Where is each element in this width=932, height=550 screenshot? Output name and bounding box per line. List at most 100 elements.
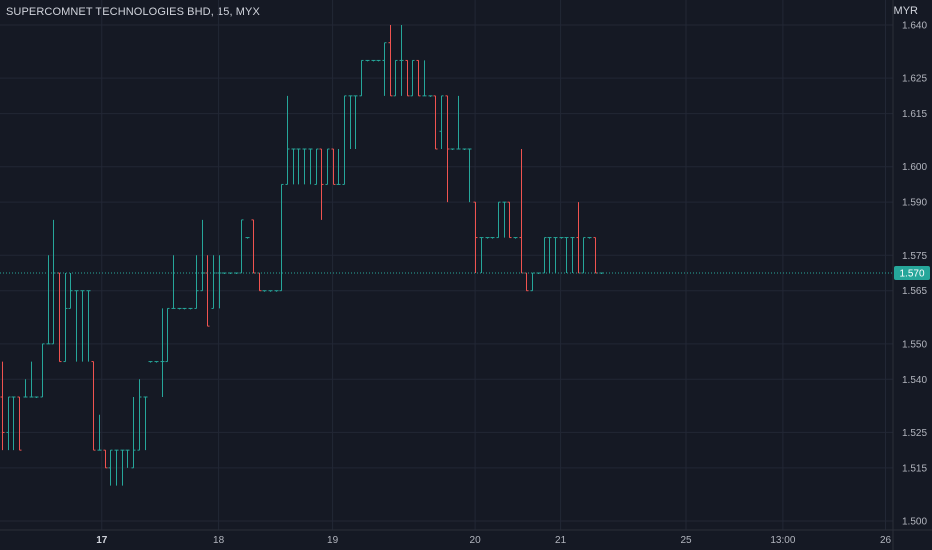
ohlc-bar — [553, 237, 558, 273]
x-tick-label: 21 — [555, 535, 567, 546]
ohlc-bar — [365, 59, 370, 62]
ohlc-bar — [576, 202, 581, 274]
ohlc-bar — [331, 148, 336, 185]
ohlc-bar — [63, 273, 68, 363]
ohlc-bar — [86, 290, 91, 362]
ohlc-bar — [445, 95, 450, 203]
ohlc-bar — [405, 59, 410, 97]
ohlc-bar — [257, 272, 262, 292]
ohlc-bar — [0, 361, 5, 451]
ohlc-bar — [336, 149, 341, 185]
ohlc-bar — [148, 361, 153, 363]
ohlc-bar — [416, 59, 421, 97]
ohlc-bar — [177, 307, 182, 310]
ohlc-bar — [359, 59, 364, 97]
ohlc-bar — [239, 219, 244, 274]
x-tick-label: 18 — [213, 535, 225, 546]
x-tick-label: 17 — [96, 535, 108, 546]
ohlc-bar — [68, 273, 73, 309]
currency-label: MYR — [893, 5, 918, 17]
ohlc-bar — [80, 290, 85, 362]
ohlc-bar — [467, 148, 472, 203]
ohlc-bar — [559, 237, 564, 239]
x-tick-label: 13:00 — [770, 535, 795, 546]
ohlc-bar — [371, 59, 376, 62]
ohlc-bar — [519, 149, 524, 274]
last-price-label: 1.570 — [899, 269, 924, 280]
y-tick-label: 1.575 — [902, 251, 927, 262]
ohlc-bar — [40, 343, 45, 398]
ohlc-bar — [547, 237, 552, 273]
y-tick-label: 1.615 — [902, 109, 927, 120]
ohlc-bar — [171, 255, 176, 309]
y-tick-label: 1.590 — [902, 198, 927, 209]
ohlc-bar — [410, 59, 415, 97]
ohlc-bar — [245, 237, 250, 239]
ohlc-bar — [388, 25, 393, 97]
ohlc-bar — [393, 59, 398, 97]
ohlc-bar — [348, 95, 353, 149]
ohlc-bar — [274, 290, 279, 292]
ohlc-bar — [376, 59, 381, 62]
ohlc-bar — [462, 148, 467, 150]
ohlc-bar — [428, 95, 433, 97]
ohlc-bar — [342, 95, 347, 185]
ohlc-bar — [103, 449, 108, 469]
ohlc-bar — [6, 396, 11, 451]
ohlc-bar — [125, 449, 130, 468]
ohlc-bar — [473, 201, 478, 273]
ohlc-bar — [530, 272, 535, 292]
y-tick-label: 1.500 — [902, 517, 927, 528]
y-tick-label: 1.515 — [902, 463, 927, 474]
y-tick-label: 1.525 — [902, 428, 927, 439]
ohlc-bar — [382, 42, 387, 96]
ohlc-bar — [302, 148, 307, 185]
ohlc-bar — [51, 219, 56, 345]
ohlc-bar — [154, 361, 159, 363]
ohlc-bar — [182, 307, 187, 310]
ohlc-bar — [262, 290, 267, 292]
symbol-title: SUPERCOMNET TECHNOLOGIES BHD, 15, MYX — [6, 6, 260, 18]
ohlc-bar — [165, 307, 170, 363]
x-tick-label: 19 — [327, 535, 339, 546]
ohlc-bar — [34, 396, 39, 398]
ohlc-bar — [439, 95, 444, 149]
ohlc-bar — [194, 255, 199, 309]
ohlc-bar — [314, 148, 319, 185]
ohlc-bar — [308, 148, 313, 185]
ohlc-bar — [456, 95, 461, 150]
y-tick-label: 1.540 — [902, 375, 927, 386]
ohlc-bar — [325, 148, 330, 185]
ohlc-bar — [479, 237, 484, 273]
ohlc-bar — [160, 308, 165, 397]
y-tick-label: 1.565 — [902, 286, 927, 297]
ohlc-bar — [279, 183, 284, 292]
ohlc-bar — [450, 148, 455, 150]
ohlc-bar — [29, 361, 34, 398]
ohlc-bar — [17, 396, 22, 451]
ohlc-bar — [211, 255, 216, 309]
ohlc-bar — [513, 237, 518, 239]
x-tick-label: 25 — [680, 535, 692, 546]
ohlc-bar — [131, 397, 136, 469]
ohlc-bar — [108, 449, 113, 486]
ohlc-bar — [524, 272, 529, 292]
ohlc-bar — [46, 255, 51, 345]
ohlc-bar — [422, 60, 427, 97]
ohlc-bar — [490, 237, 495, 239]
x-tick-label: 20 — [470, 535, 482, 546]
ohlc-bar — [353, 95, 358, 149]
ohlc-bar — [143, 396, 148, 451]
ohlc-bar — [91, 361, 96, 451]
y-tick-label: 1.600 — [902, 162, 927, 173]
last-price-tag — [894, 266, 930, 280]
ohlc-bar — [268, 290, 273, 292]
ohlc-bar — [507, 201, 512, 239]
y-tick-label: 1.550 — [902, 339, 927, 350]
ohlc-bar — [399, 25, 404, 96]
ohlc-bar — [564, 237, 569, 273]
ohlc-bar — [114, 449, 119, 486]
ohlc-bar — [296, 148, 301, 185]
